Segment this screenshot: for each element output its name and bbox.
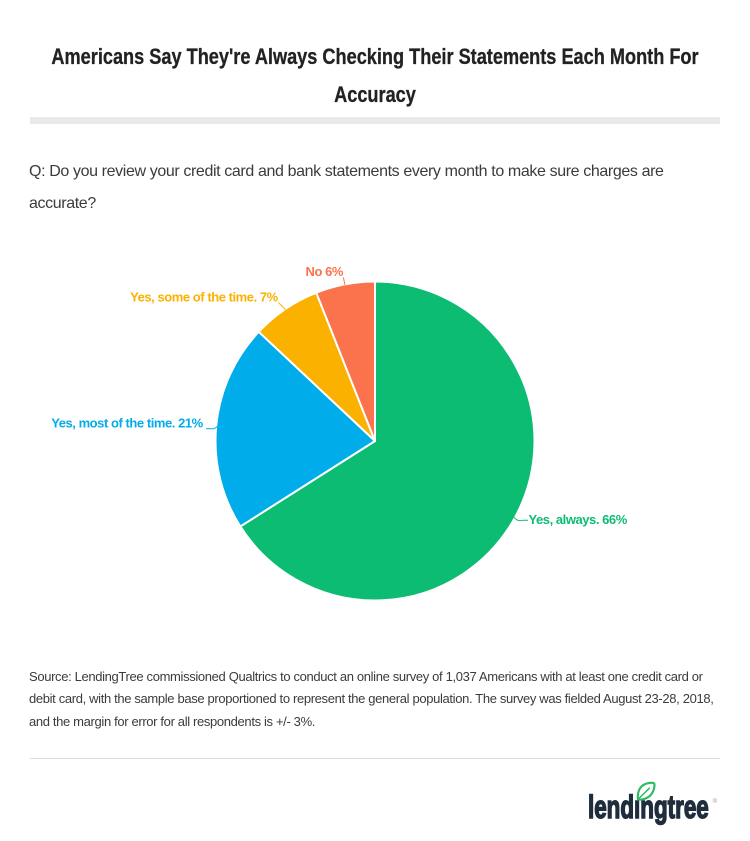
svg-text:Yes, always. 66%: Yes, always. 66% (529, 512, 628, 527)
svg-text:Yes, most of the time. 21%: Yes, most of the time. 21% (51, 415, 203, 430)
svg-text:Yes, some of the time. 7%: Yes, some of the time. 7% (130, 290, 279, 305)
svg-text:No 6%: No 6% (306, 264, 344, 279)
